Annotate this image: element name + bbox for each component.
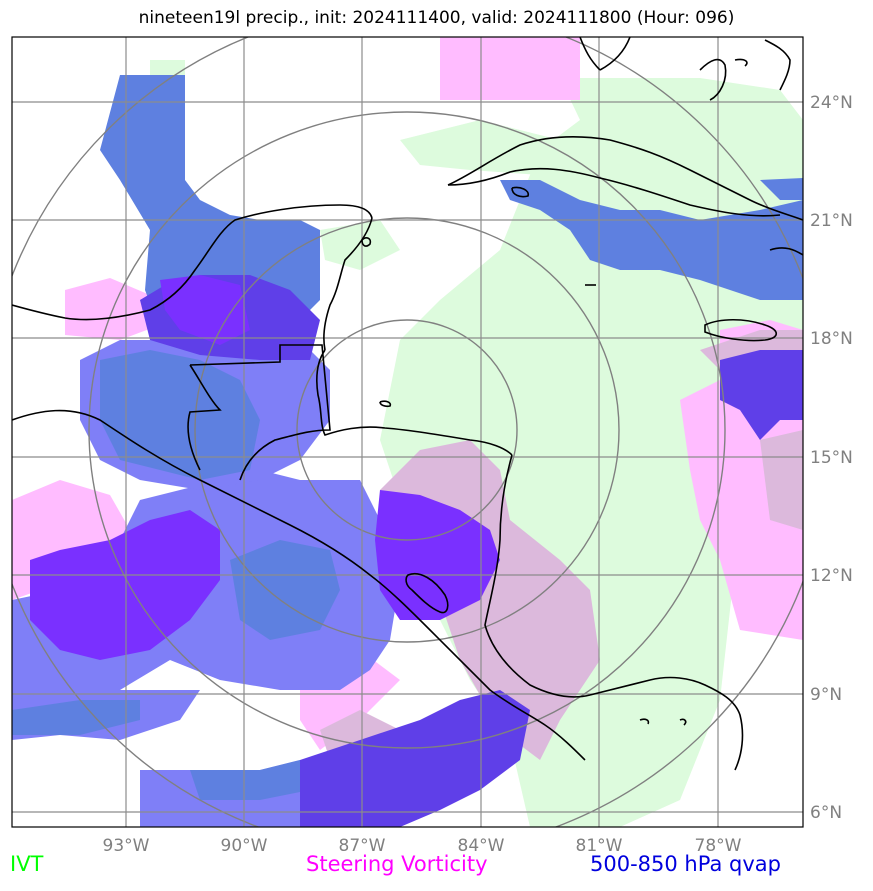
lon-tick-labels: 93°W 90°W 87°W 84°W 81°W 78°W [103,836,742,856]
qvap-violet-field [30,275,500,660]
lon-tick-label: 90°W [221,836,268,856]
graticule [12,37,803,827]
legend-qvap: 500-850 hPa qvap [590,852,781,876]
lat-tick-label: 9°N [810,685,842,705]
range-rings [12,37,803,827]
lat-tick-label: 18°N [810,329,853,349]
coastlines [12,37,803,771]
qvap-mid-field [12,75,803,800]
lon-tick-label: 81°W [576,836,623,856]
lat-tick-label: 21°N [810,211,853,231]
lon-tick-label: 93°W [103,836,150,856]
map-plot-area [12,37,803,827]
legend-steering-vorticity: Steering Vorticity [306,852,488,876]
lat-tick-label: 24°N [810,93,853,113]
lat-tick-label: 15°N [810,448,853,468]
lon-tick-label: 78°W [695,836,742,856]
legend-ivt: IVT [10,852,44,876]
lat-tick-label: 12°N [810,566,853,586]
lon-tick-label: 84°W [458,836,505,856]
map-title: nineteen19l precip., init: 2024111400, v… [138,8,735,28]
lon-tick-label: 87°W [339,836,386,856]
lat-tick-label: 6°N [810,803,842,823]
lat-tick-labels: 24°N 21°N 18°N 15°N 12°N 9°N 6°N [810,93,853,823]
map-frame [11,36,804,828]
